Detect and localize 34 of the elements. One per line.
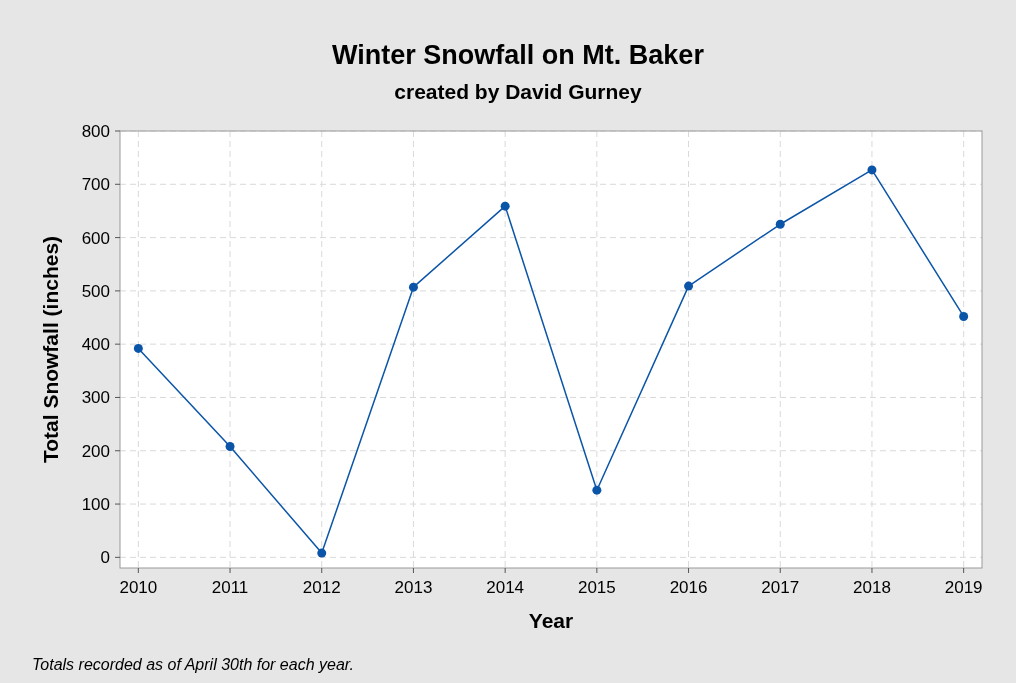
text: Totals recorded as of April 30th for each year. xyxy=(32,656,354,673)
x-tick-label: 2011 xyxy=(211,578,249,597)
y-tick-label: 800 xyxy=(81,121,110,141)
x-tick-label: 2016 xyxy=(669,578,708,597)
chart-subtitle: created by David Gurney xyxy=(394,80,643,103)
chart-title: Winter Snowfall on Mt. Baker xyxy=(332,40,705,70)
x-tick-label: 2015 xyxy=(577,578,616,597)
point xyxy=(684,281,694,291)
y-axis-title: Total Snowfall (inches) xyxy=(39,235,62,464)
x-tick-label: 2013 xyxy=(394,578,433,597)
y-tick-label: 500 xyxy=(81,281,110,301)
x-tick-label: 2019 xyxy=(944,578,983,597)
x-tick-label: 2010 xyxy=(119,578,158,597)
y-tick-label: 300 xyxy=(81,388,110,408)
y-tick-label: 400 xyxy=(81,335,110,355)
point xyxy=(592,485,602,495)
y-tick-label: 700 xyxy=(81,175,110,195)
y-tick-label: 100 xyxy=(81,495,110,514)
y-tick-label: 200 xyxy=(81,441,110,461)
x-tick-label: 2012 xyxy=(302,578,341,597)
point xyxy=(867,165,877,175)
y-tick-label: 0 xyxy=(100,548,110,568)
x-axis-title: Year xyxy=(528,609,574,632)
x-tick-label: 2017 xyxy=(761,578,800,597)
x-tick-label: 2014 xyxy=(486,578,525,597)
point xyxy=(133,343,143,353)
point xyxy=(408,282,418,292)
point xyxy=(775,219,785,229)
point xyxy=(959,311,969,321)
point xyxy=(500,201,510,211)
y-tick-label: 600 xyxy=(81,228,110,248)
x-tick-label: 2018 xyxy=(853,578,891,597)
point xyxy=(225,441,235,451)
point xyxy=(317,548,327,558)
